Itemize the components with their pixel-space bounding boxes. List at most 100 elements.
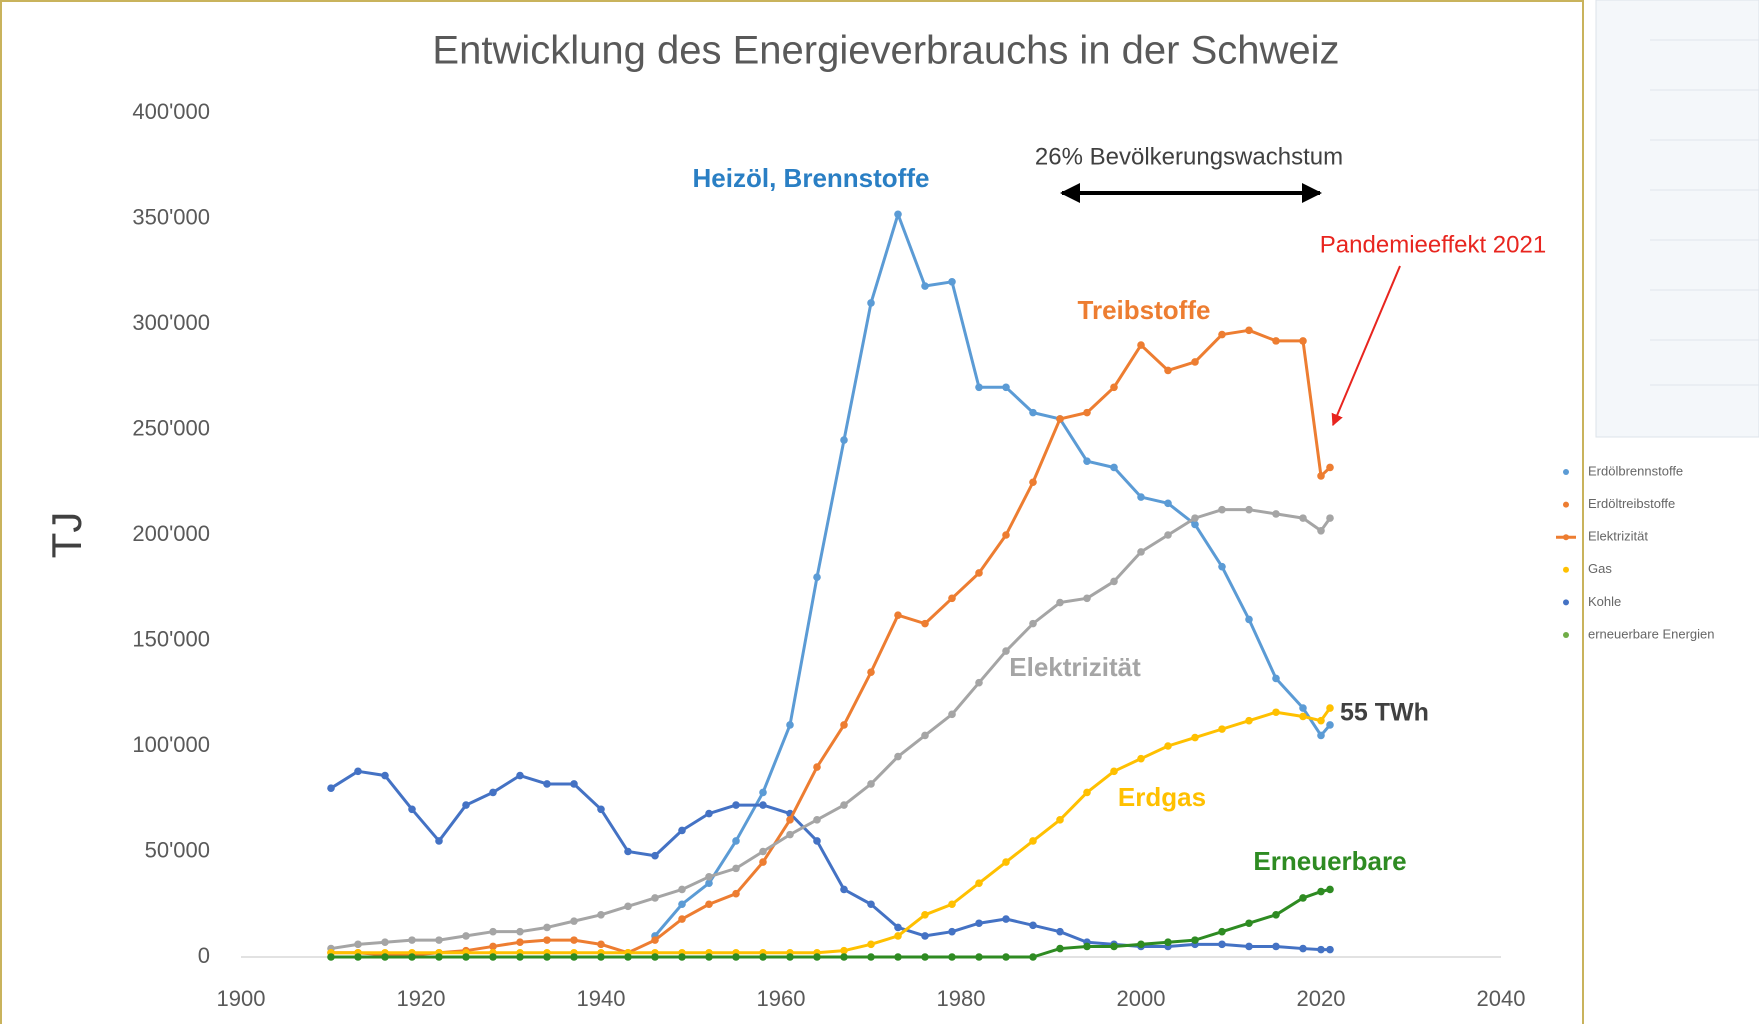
data-point (651, 953, 659, 961)
data-point (1317, 731, 1325, 740)
data-point (381, 953, 389, 961)
data-point (1245, 716, 1253, 725)
data-point (1056, 927, 1064, 936)
data-point (516, 771, 524, 780)
y-tick-label: 50'000 (145, 837, 210, 862)
y-tick-label: 400'000 (132, 99, 210, 124)
data-point (1326, 721, 1334, 729)
data-point (1137, 754, 1145, 763)
annotation: Pandemieeffekt 2021 (1320, 231, 1546, 258)
data-point (1218, 940, 1226, 949)
data-point (921, 731, 929, 740)
data-point (867, 299, 875, 307)
series-line (330, 508, 1332, 951)
legend-swatch (1563, 534, 1569, 541)
data-point (840, 436, 848, 444)
data-point (1245, 942, 1253, 951)
data-point (813, 573, 821, 581)
legend-label: Erdölbrennstoffe (1588, 463, 1683, 478)
data-point (1299, 944, 1307, 953)
data-point (597, 805, 605, 814)
legend-swatch (1563, 566, 1569, 573)
data-point (624, 847, 632, 856)
data-point (651, 851, 659, 860)
data-point (678, 826, 686, 835)
y-tick-label: 350'000 (132, 204, 210, 229)
data-point (1272, 911, 1280, 919)
data-point (1029, 478, 1037, 487)
data-point (1056, 816, 1064, 824)
series-line (653, 212, 1332, 937)
data-point (543, 936, 551, 944)
data-point (462, 953, 470, 961)
legend-label: Erdöltreibstoffe (1588, 496, 1675, 511)
data-point (354, 940, 362, 949)
x-tick-label: 1960 (757, 986, 806, 1011)
data-point (705, 809, 713, 818)
data-point (948, 278, 956, 286)
y-tick-label: 300'000 (132, 310, 210, 335)
data-point (651, 936, 659, 944)
data-point (1029, 619, 1037, 628)
data-point (705, 953, 713, 961)
data-point (705, 873, 713, 881)
data-point (759, 801, 767, 809)
data-point (408, 805, 416, 814)
data-point (624, 953, 632, 961)
data-point (894, 210, 902, 219)
data-point (1317, 716, 1325, 725)
data-point (1137, 493, 1145, 501)
data-point (1083, 457, 1091, 465)
legend-swatch (1563, 469, 1569, 475)
data-point (597, 940, 605, 949)
data-point (921, 932, 929, 940)
data-point (813, 816, 821, 824)
data-point (975, 953, 983, 961)
data-point (1299, 712, 1307, 721)
x-tick-label: 2040 (1477, 986, 1526, 1011)
data-point (921, 619, 929, 628)
data-point (1137, 548, 1145, 556)
data-point (678, 885, 686, 894)
data-point (975, 678, 983, 687)
x-tick-label: 1980 (937, 986, 986, 1011)
data-point (1299, 894, 1307, 902)
data-point (1317, 472, 1325, 480)
data-point (1317, 945, 1325, 954)
y-tick-label: 250'000 (132, 415, 210, 440)
legend-label: Kohle (1588, 594, 1621, 609)
data-point (921, 282, 929, 290)
annotation: 26% Bevölkerungswachstum (1035, 143, 1343, 170)
data-point (786, 830, 794, 839)
data-point (948, 953, 956, 961)
data-point (1299, 704, 1307, 712)
data-point (948, 710, 956, 719)
data-point (543, 780, 551, 788)
data-point (759, 847, 767, 856)
data-point (462, 932, 470, 940)
data-point (975, 879, 983, 887)
data-point (1083, 408, 1091, 417)
data-point (570, 917, 578, 925)
series-label: Treibstoffe (1078, 295, 1211, 325)
data-point (1326, 945, 1334, 954)
series-label: Erdgas (1118, 782, 1206, 812)
data-point (624, 902, 632, 911)
data-point (1218, 505, 1226, 514)
data-point (894, 953, 902, 961)
data-point (894, 752, 902, 761)
data-point (732, 889, 740, 898)
legend-label: Gas (1588, 561, 1612, 576)
annotation-arrow (1331, 265, 1401, 427)
legend-label: erneuerbare Energien (1588, 626, 1714, 641)
series-label: Heizöl, Brennstoffe (693, 163, 930, 193)
data-point (408, 936, 416, 944)
data-point (678, 915, 686, 923)
data-point (1002, 953, 1010, 961)
data-point (570, 936, 578, 944)
x-tick-label: 2020 (1297, 986, 1346, 1011)
data-point (1218, 562, 1226, 571)
data-point (1326, 463, 1334, 472)
